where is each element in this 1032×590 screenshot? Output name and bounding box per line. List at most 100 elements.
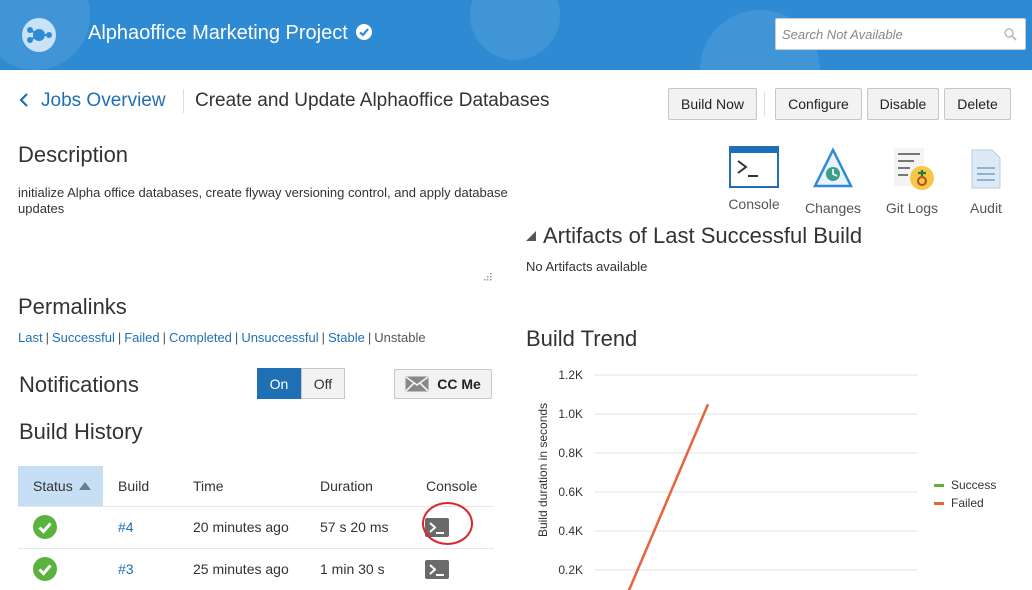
console-tool-label: Console [728,196,780,212]
permalink-last[interactable]: Last [18,330,43,345]
console-cell [411,547,494,590]
collapse-triangle-icon[interactable] [526,231,536,241]
permalinks-list: Last | Successful | Failed | Completed | Unsucce… [18,330,426,345]
y-tick-label: 1.0K [558,407,583,421]
build-trend-chart: 0.2K 0.4K 0.6K 0.8K 1.0K 1.2K Build duration … [536,368,918,590]
time-cell: 25 minutes ago [178,547,305,590]
console-terminal-icon[interactable] [425,559,449,579]
success-check-icon [33,515,57,539]
permalink-unstable: Unstable [374,330,426,345]
table-header-row: Status Build Time Duration Console [18,466,494,506]
notifications-toggle[interactable]: On Off [257,368,345,399]
legend-label: Failed [951,496,984,510]
column-header-console: Console [426,477,478,494]
y-tick-label: 0.2K [558,563,583,577]
permalink-divider: | [234,330,239,345]
legend-item-success[interactable]: Success [934,476,996,494]
toolbar-divider [764,92,765,116]
configure-button[interactable]: Configure [775,88,862,120]
permalinks-heading: Permalinks [18,294,127,319]
notifications-on-button[interactable]: On [257,368,301,399]
permalink-divider: | [117,330,122,345]
back-chevron-icon[interactable] [19,92,29,113]
time-cell: 20 minutes ago [178,505,305,548]
project-dropdown-check-icon[interactable] [356,24,372,40]
series-line-failed[interactable] [621,403,710,590]
column-header-label: Status [33,477,73,494]
legend-swatch [934,483,944,487]
y-tick-label: 0.8K [558,446,583,460]
console-tool[interactable]: Console [718,146,790,212]
envelope-icon [405,376,429,392]
duration-cell: 1 min 30 s [305,547,411,590]
permalink-divider: | [367,330,372,345]
table-row: #4 20 minutes ago 57 s 20 ms [18,505,494,548]
resize-grip-icon[interactable] [482,268,492,286]
description-heading: Description [18,142,129,167]
column-header-build[interactable]: Build [118,477,150,494]
permalink-stable[interactable]: Stable [328,330,365,345]
permalink-completed[interactable]: Completed [169,330,232,345]
permalink-successful[interactable]: Successful [51,330,115,345]
y-tick-label: 0.4K [558,524,583,538]
build-cell: #4 [103,505,178,548]
console-highlight-circle [422,502,473,545]
duration-cell: 57 s 20 ms [305,505,411,548]
git-logs-list-icon [894,148,934,190]
no-artifacts-text: No Artifacts available [526,259,648,274]
y-tick-label: 1.2K [558,368,583,382]
notifications-off-button[interactable]: Off [301,368,345,399]
legend-label: Success [951,478,997,492]
search-input[interactable] [776,19,996,49]
legend-item-failed[interactable]: Failed [934,494,996,512]
page-title: Create and Update Alphaoffice Databases [195,90,550,111]
git-logs-tool-label: Git Logs [885,200,939,216]
project-title[interactable]: Alphaoffice Marketing Project [88,22,348,44]
delete-button[interactable]: Delete [944,88,1011,120]
sort-ascending-icon[interactable] [78,481,91,490]
project-logo-icon[interactable] [22,18,56,52]
build-history-heading: Build History [19,419,143,444]
audit-document-icon [971,149,1001,189]
y-tick-label: 0.6K [558,485,583,499]
search-icon[interactable] [1004,28,1017,46]
permalink-unsuccessful[interactable]: Unsuccessful [241,330,319,345]
build-number-link[interactable]: #3 [118,561,134,578]
build-trend-heading: Build Trend [526,326,638,351]
permalink-divider: | [45,330,49,345]
legend-swatch [934,501,944,505]
artifacts-heading[interactable]: Artifacts of Last Successful Build [526,223,862,249]
build-number-link[interactable]: #4 [118,519,134,535]
changes-tool-label: Changes [804,200,862,216]
build-history-table: Status Build Time Duration Console #4 20… [18,466,494,590]
permalink-failed[interactable]: Failed [124,330,160,345]
header-decoration [470,0,560,60]
audit-tool[interactable]: Audit [950,146,1022,216]
success-check-icon [33,557,57,582]
column-header-duration[interactable]: Duration [320,477,373,494]
column-header-status[interactable]: Status [18,466,103,506]
top-header-bar: Alphaoffice Marketing Project [0,0,1032,70]
permalink-divider: | [321,330,326,345]
status-cell [18,505,103,548]
search-box[interactable] [775,18,1026,50]
description-text[interactable]: initialize Alpha office databases, creat… [18,185,508,216]
disable-button[interactable]: Disable [867,88,939,120]
y-axis-label: Build duration in seconds [536,403,550,537]
column-header-time[interactable]: Time [193,477,224,494]
chart-legend: Success Failed [934,476,996,512]
permalink-divider: | [162,330,167,345]
jobs-overview-link[interactable]: Jobs Overview [41,90,166,111]
build-now-button[interactable]: Build Now [668,88,757,120]
changes-tool[interactable]: Changes [797,146,869,216]
status-cell [18,547,103,590]
notifications-heading: Notifications [19,372,139,397]
build-cell: #3 [103,547,178,590]
breadcrumb-divider [183,89,184,113]
table-row: #3 25 minutes ago 1 min 30 s [18,547,494,590]
changes-triangle-icon [812,147,854,188]
console-window-icon [729,146,779,188]
artifacts-heading-label: Artifacts of Last Successful Build [543,223,863,248]
git-logs-tool[interactable]: Git Logs [876,146,948,216]
cc-me-button[interactable]: CC Me [394,369,492,399]
